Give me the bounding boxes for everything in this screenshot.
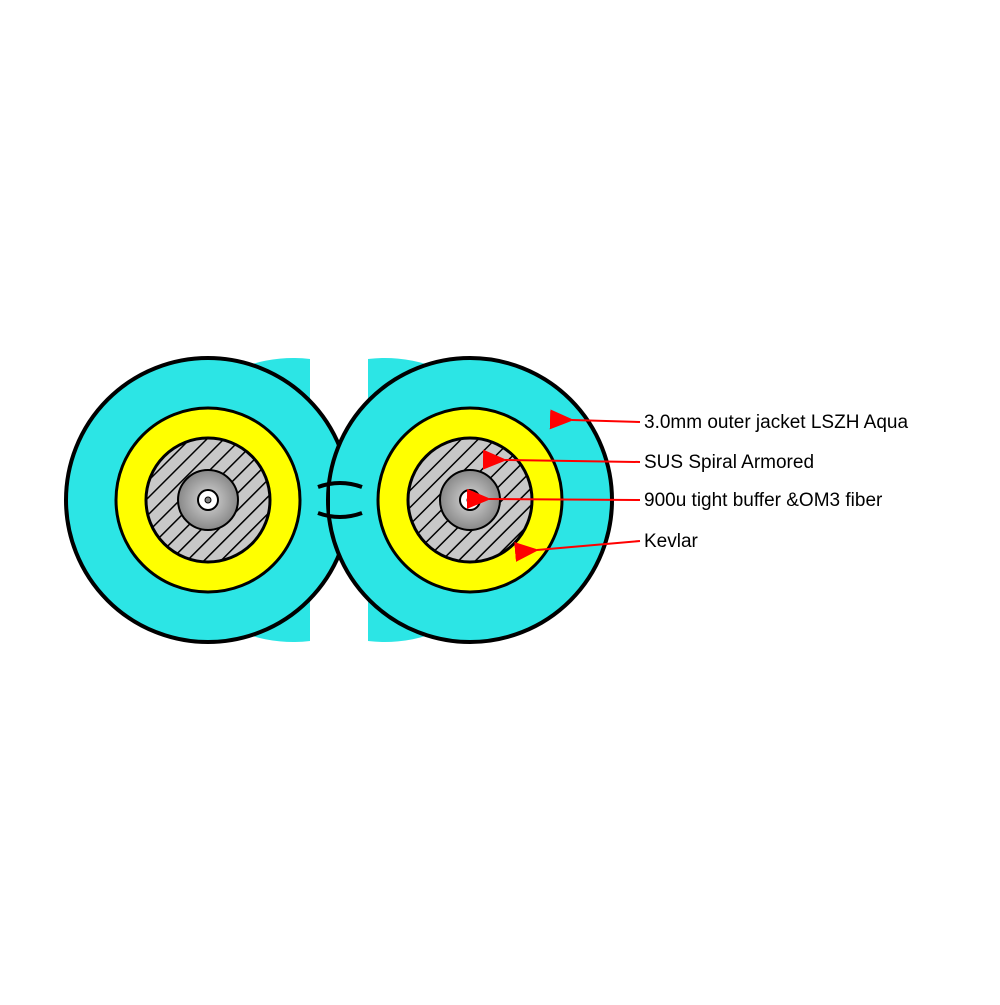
label-armor: SUS Spiral Armored <box>644 452 814 474</box>
label-buffer: 900u tight buffer &OM3 fiber <box>644 490 882 512</box>
fiber-core-right <box>467 497 473 503</box>
arrow-buffer <box>489 499 640 500</box>
left-cable <box>116 408 300 592</box>
label-outer-jacket: 3.0mm outer jacket LSZH Aqua <box>644 412 908 434</box>
label-kevlar: Kevlar <box>644 531 698 553</box>
fiber-core-left <box>205 497 211 503</box>
cable-cross-section-diagram: 3.0mm outer jacket LSZH Aqua SUS Spiral … <box>0 0 1000 1000</box>
